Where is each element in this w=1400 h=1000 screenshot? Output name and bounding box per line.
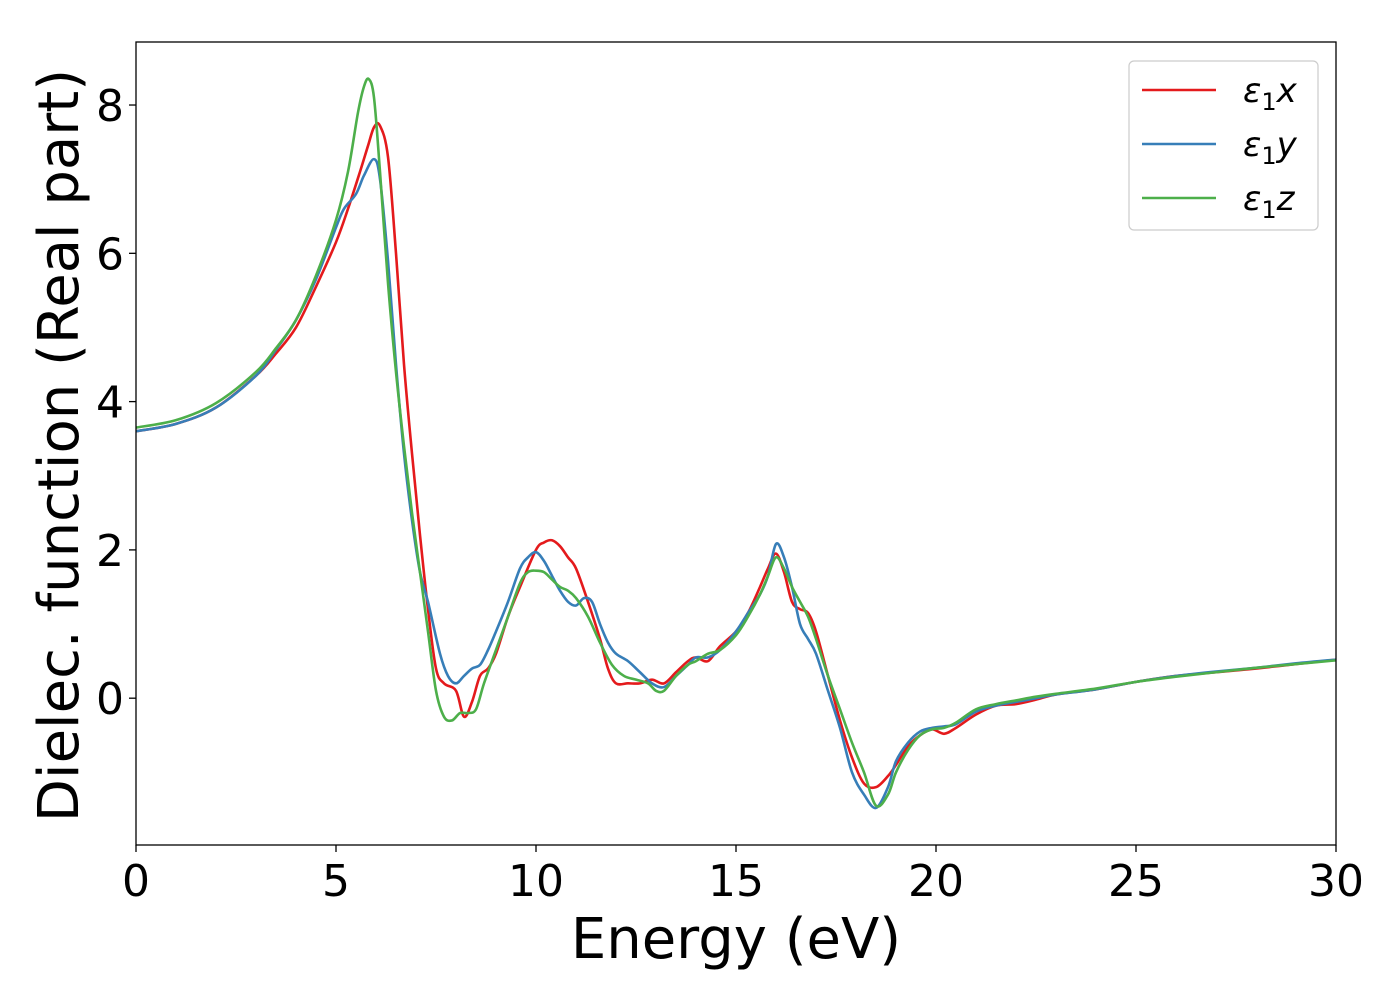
x-tick-label: 10 (508, 856, 564, 907)
legend-label-z: ε1z (1243, 179, 1296, 224)
y-tick-label: 8 (96, 81, 124, 132)
y-tick-label: 4 (96, 378, 124, 429)
x-axis-ticks: 0 5 10 15 20 25 30 (122, 845, 1364, 907)
x-tick-label: 5 (322, 856, 350, 907)
x-tick-label: 30 (1308, 856, 1364, 907)
series-line-y (136, 157, 1336, 810)
y-axis-ticks: 0 2 4 6 8 (96, 81, 136, 725)
plot-area (136, 77, 1336, 810)
legend-symbol: ε (1243, 71, 1261, 111)
series-line-x (136, 121, 1336, 790)
y-tick-label: 0 (96, 674, 124, 725)
legend-symbol: ε (1243, 179, 1261, 219)
x-tick-label: 25 (1108, 856, 1164, 907)
legend-variable: y (1276, 125, 1298, 165)
x-tick-label: 20 (908, 856, 964, 907)
legend-variable: x (1276, 71, 1298, 111)
series-line-z (136, 77, 1336, 808)
legend-label-y: ε1y (1243, 125, 1298, 170)
legend-box (1128, 60, 1319, 231)
legend-variable: z (1276, 179, 1296, 219)
x-tick-label: 15 (708, 856, 764, 907)
y-tick-label: 2 (96, 526, 124, 577)
y-tick-label: 6 (96, 229, 124, 280)
x-tick-label: 0 (122, 856, 150, 907)
x-axis-label: Energy (eV) (571, 907, 901, 972)
legend-subscript: 1 (1261, 88, 1276, 116)
legend-subscript: 1 (1261, 142, 1276, 170)
legend-subscript: 1 (1261, 196, 1276, 224)
legend-label-x: ε1x (1243, 71, 1298, 116)
legend-symbol: ε (1243, 125, 1261, 165)
plot-frame (135, 41, 1337, 846)
y-axis-label: Dielec. function (Real part) (27, 69, 92, 822)
